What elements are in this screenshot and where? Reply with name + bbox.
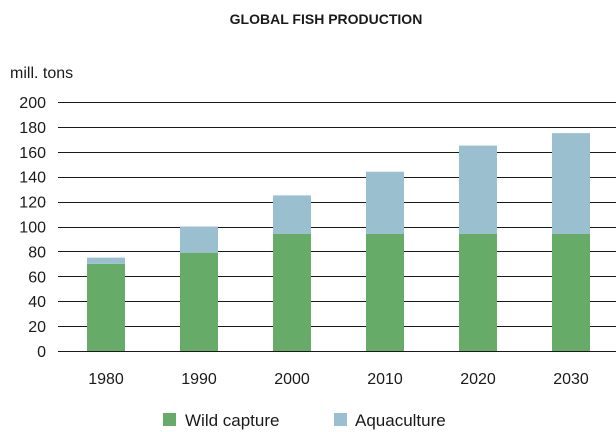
y-tick-label: 40 <box>28 294 46 311</box>
bar-aquaculture <box>552 133 590 234</box>
legend-swatch-aquaculture <box>334 413 347 426</box>
legend: Wild capture Aquaculture <box>163 411 446 430</box>
y-tick-label: 180 <box>19 120 46 137</box>
x-tick-labels: 1980 1990 2000 2010 2020 2030 <box>88 371 589 388</box>
y-tick-label: 0 <box>37 344 46 361</box>
bar-aquaculture <box>87 257 125 264</box>
x-tick-label: 1990 <box>181 371 217 388</box>
bar-aquaculture <box>273 195 311 234</box>
legend-label-aquaculture: Aquaculture <box>355 411 446 430</box>
y-tick-label: 80 <box>28 244 46 261</box>
legend-label-wild-capture: Wild capture <box>185 411 279 430</box>
bar-wild-capture <box>87 263 125 351</box>
bar-wild-capture <box>552 233 590 351</box>
bar-wild-capture <box>180 252 218 351</box>
bar-wild-capture <box>273 233 311 351</box>
bars <box>87 133 590 351</box>
legend-swatch-wild-capture <box>163 413 176 426</box>
y-tick-label: 60 <box>28 269 46 286</box>
y-axis-unit-label: mill. tons <box>10 65 73 82</box>
bar-aquaculture <box>180 226 218 253</box>
bar-aquaculture <box>459 145 497 234</box>
y-tick-label: 200 <box>19 95 46 112</box>
y-tick-labels: 0 20 40 60 80 100 120 140 160 180 200 <box>19 95 46 361</box>
bar-wild-capture <box>366 233 404 351</box>
x-tick-label: 2000 <box>274 371 310 388</box>
y-tick-label: 140 <box>19 170 46 187</box>
bar-wild-capture <box>459 233 497 351</box>
chart-title: GLOBAL FISH PRODUCTION <box>230 11 423 27</box>
y-tick-label: 20 <box>28 319 46 336</box>
y-tick-label: 100 <box>19 220 46 237</box>
x-tick-label: 2020 <box>460 371 496 388</box>
x-tick-label: 2030 <box>553 371 589 388</box>
y-tick-label: 160 <box>19 145 46 162</box>
x-tick-label: 2010 <box>367 371 403 388</box>
y-tick-label: 120 <box>19 195 46 212</box>
x-tick-label: 1980 <box>88 371 124 388</box>
bar-aquaculture <box>366 171 404 234</box>
gridlines <box>58 102 616 352</box>
